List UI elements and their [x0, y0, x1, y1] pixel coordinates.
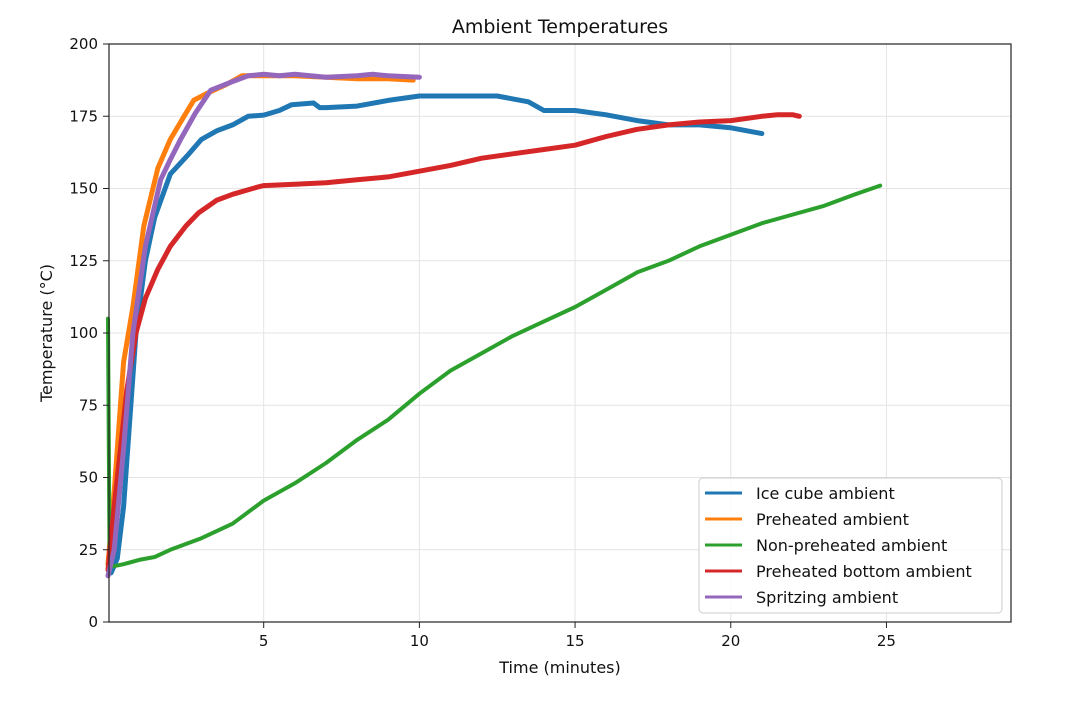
- y-tick-label: 50: [79, 469, 98, 487]
- y-tick-label: 150: [69, 180, 98, 198]
- y-tick-label: 100: [69, 324, 98, 342]
- y-axis-label: Temperature (°C): [37, 264, 56, 403]
- x-tick-label: 25: [877, 632, 896, 650]
- chart-title: Ambient Temperatures: [452, 16, 668, 38]
- series-line-1: [105, 73, 416, 567]
- series-line-3: [105, 112, 802, 573]
- x-tick-label: 10: [410, 632, 429, 650]
- x-axis-label: Time (minutes): [498, 658, 621, 677]
- legend: Ice cube ambient Preheated ambient Non-pre…: [698, 477, 1003, 614]
- series-lines: [105, 71, 883, 579]
- series-line-4: [105, 71, 422, 579]
- legend-box: [698, 477, 1003, 614]
- legend-label: Spritzing ambient: [756, 588, 898, 607]
- y-tick-label: 0: [88, 613, 98, 631]
- x-tick-label: 15: [566, 632, 585, 650]
- legend-label: Preheated ambient: [756, 510, 909, 529]
- y-tick-label: 200: [69, 35, 98, 53]
- axis-ticks: 5 10 15 20 25 0 25 50 75 100 125 150 175 200: [69, 35, 896, 650]
- y-tick-label: 125: [69, 252, 98, 270]
- series-line-2: [106, 183, 883, 570]
- x-tick-label: 20: [721, 632, 740, 650]
- y-tick-label: 25: [79, 541, 98, 559]
- legend-label: Preheated bottom ambient: [756, 562, 972, 581]
- y-tick-label: 75: [79, 396, 98, 414]
- x-tick-label: 5: [259, 632, 269, 650]
- legend-label: Ice cube ambient: [756, 484, 895, 503]
- legend-label: Non-preheated ambient: [756, 536, 947, 555]
- y-tick-label: 175: [69, 107, 98, 125]
- series-line-0: [108, 93, 765, 576]
